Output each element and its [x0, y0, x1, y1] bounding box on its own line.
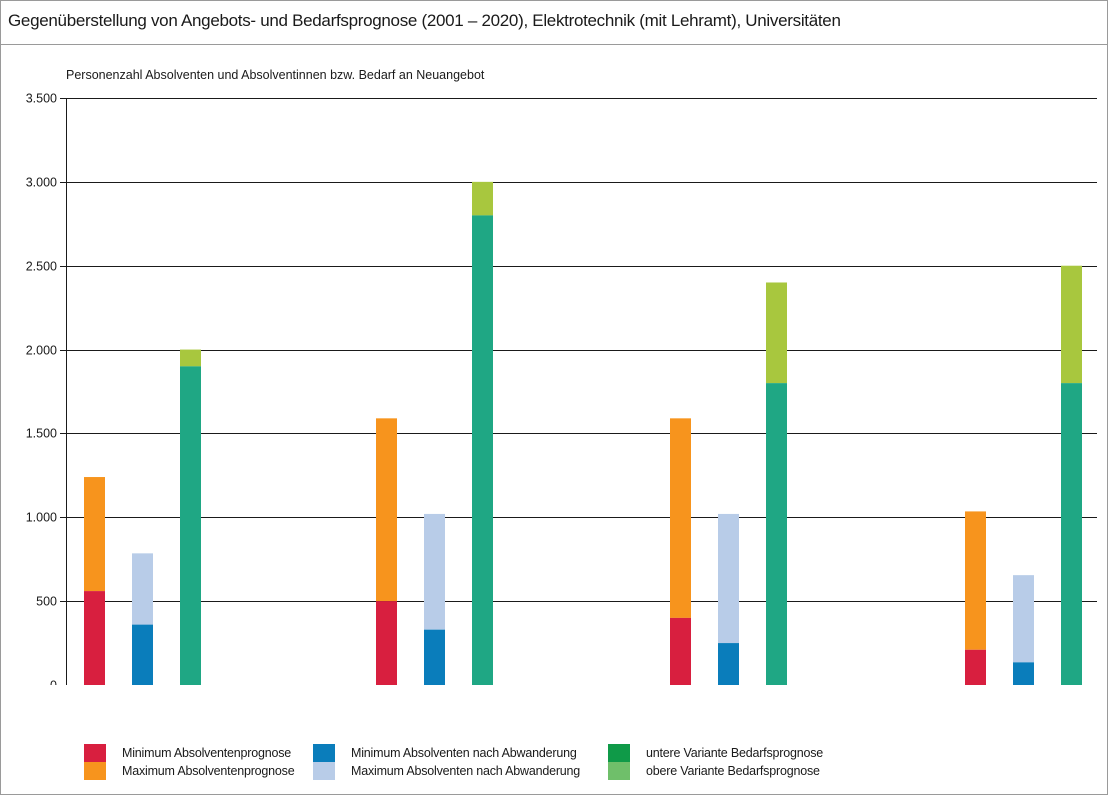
bar-min-abwanderung	[1013, 662, 1034, 685]
legend-label: untere Variante Bedarfsprognose	[646, 746, 824, 760]
legend-label: obere Variante Bedarfsprognose	[646, 764, 820, 778]
bar-min-absolventenprognose	[965, 649, 986, 685]
chart-plot: Personenzahl Absolventen und Absolventin…	[26, 68, 1097, 686]
bars	[84, 181, 1082, 685]
bar-max-absolventenprognose	[376, 418, 397, 602]
legend-label: Maximum Absolventen nach Abwanderung	[351, 764, 581, 778]
bar-min-abwanderung	[424, 629, 445, 685]
legend-item-obere-bedarf: obere Variante Bedarfsprognose	[608, 762, 823, 780]
legend-item-min-abwanderung: Minimum Absolventen nach Abwanderung	[313, 744, 580, 762]
legend-item-max-absolventen: Maximum Absolventenprognose	[84, 762, 295, 780]
bar-max-absolventenprognose	[670, 418, 691, 618]
legend-swatch-obere-bedarf	[608, 762, 630, 780]
y-tick-label: 1.000	[26, 511, 57, 525]
bar-min-bedarfsprognose	[180, 366, 201, 685]
y-tick-label: 3.500	[26, 92, 57, 106]
bar-min-absolventenprognose	[376, 601, 397, 685]
bar-min-bedarfsprognose	[1061, 383, 1082, 685]
grid-lines	[60, 98, 1097, 685]
y-tick-label: 2.500	[26, 260, 57, 274]
bar-max-abwanderung	[1013, 575, 1034, 663]
y-tick-label: 3.000	[26, 176, 57, 190]
legend-label: Maximum Absolventenprognose	[122, 764, 295, 778]
legend-column-3: untere Variante Bedarfsprognose obere Va…	[608, 744, 823, 780]
bar-max-bedarfsprognose	[472, 181, 493, 216]
y-axis-label: Personenzahl Absolventen und Absolventin…	[66, 68, 485, 82]
legend-item-untere-bedarf: untere Variante Bedarfsprognose	[608, 744, 823, 762]
bar-min-bedarfsprognose	[472, 215, 493, 685]
legend-item-min-absolventen: Minimum Absolventenprognose	[84, 744, 294, 762]
bar-min-abwanderung	[132, 624, 153, 685]
bar-max-absolventenprognose	[965, 511, 986, 650]
bar-min-bedarfsprognose	[766, 383, 787, 685]
legend-swatch-min-abwanderung	[313, 744, 335, 762]
chart-title: Gegenüberstellung von Angebots- und Beda…	[8, 11, 841, 30]
bar-min-absolventenprognose	[84, 591, 105, 685]
y-tick-label: 500	[36, 595, 57, 609]
legend-swatch-max-absolventen	[84, 762, 106, 780]
legend-swatch-untere-bedarf	[608, 744, 630, 762]
title-bar: Gegenüberstellung von Angebots- und Beda…	[0, 0, 1108, 45]
legend-label: Minimum Absolventenprognose	[122, 746, 292, 760]
bar-max-bedarfsprognose	[1061, 265, 1082, 384]
legend-swatch-min-absolventen	[84, 744, 106, 762]
bar-min-abwanderung	[718, 643, 739, 685]
y-tick-label: 1.500	[26, 427, 57, 441]
bar-max-abwanderung	[718, 513, 739, 644]
y-axis-ticks: 0 500 1.000 1.500 2.000 2.500 3.000 3.500	[26, 92, 57, 686]
legend-column-1: Minimum Absolventenprognose Maximum Abso…	[84, 744, 295, 780]
bar-max-abwanderung	[132, 553, 153, 625]
bar-max-bedarfsprognose	[766, 282, 787, 384]
y-tick-label: 2.000	[26, 344, 57, 358]
bar-max-abwanderung	[424, 513, 445, 630]
bar-min-absolventenprognose	[670, 617, 691, 685]
legend-column-2: Minimum Absolventen nach Abwanderung Max…	[313, 744, 580, 780]
bar-max-absolventenprognose	[84, 477, 105, 592]
legend-swatch-max-abwanderung	[313, 762, 335, 780]
bar-max-bedarfsprognose	[180, 349, 201, 367]
y-tick-label: 0	[50, 679, 57, 686]
legend-item-max-abwanderung: Maximum Absolventen nach Abwanderung	[313, 762, 580, 780]
legend-label: Minimum Absolventen nach Abwanderung	[351, 746, 577, 760]
